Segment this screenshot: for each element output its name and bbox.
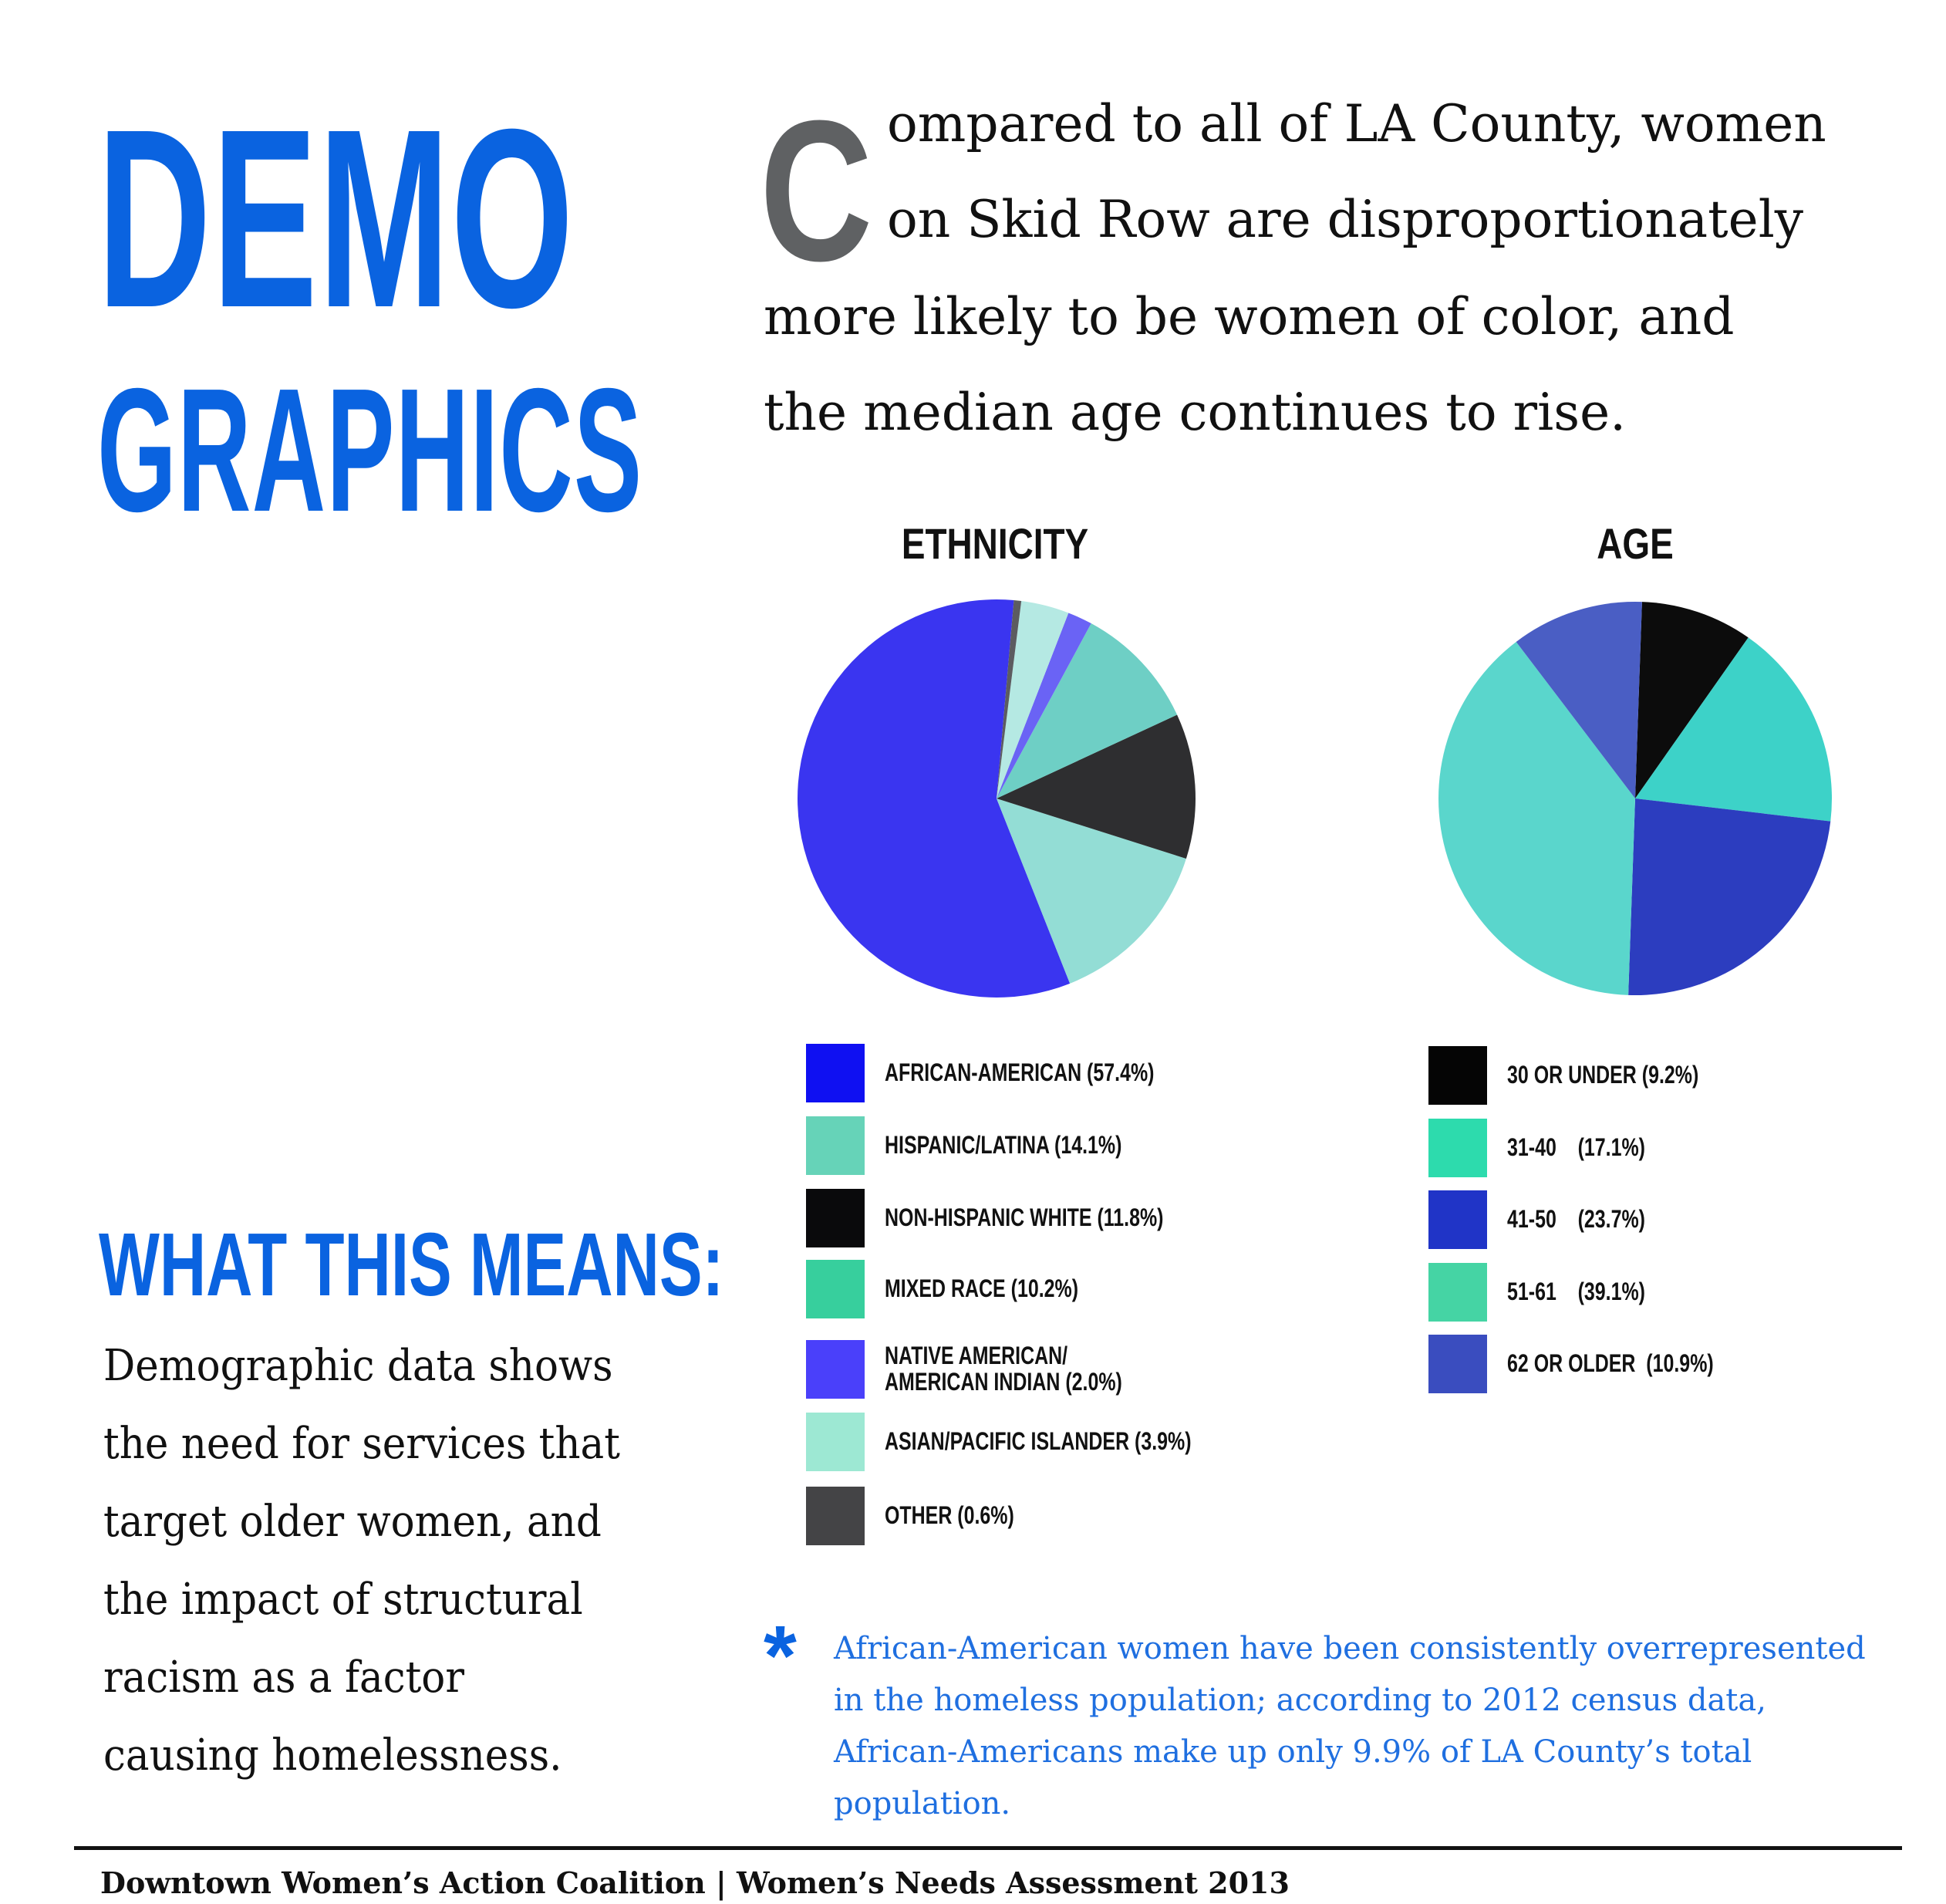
footer-credit: Downtown Women’s Action Coalition | Wome… [100,1865,1290,1900]
ethnicity-slice-non-hispanic-white [997,714,1196,859]
ethnicity-legend-swatch [806,1413,865,1471]
ethnicity-legend-swatch [806,1044,865,1102]
age-legend-label: 41-50 (23.7%) [1507,1205,1645,1234]
ethnicity-legend-swatch [806,1340,865,1399]
age-slice-31-40 [1635,637,1833,822]
footnote-text: African-American women have been consist… [834,1631,1866,1821]
ethnicity-legend-label: NON-HISPANIC WHITE (11.8%) [885,1204,1164,1232]
age-slice-30-or-under [1635,602,1749,798]
ethnicity-legend-label: ASIAN/PACIFIC ISLANDER (3.9%) [885,1427,1192,1456]
ethnicity-pie-chart [798,599,1196,998]
ethnicity-legend-item-hispanic-latina: HISPANIC/LATINA (14.1%) [806,1116,1189,1175]
age-legend-label: 31-40 (17.1%) [1507,1133,1645,1162]
ethnicity-legend-item-mixed-race: MIXED RACE (10.2%) [806,1260,1133,1318]
age-legend-item-31-40: 31-40 (17.1%) [1428,1119,1684,1177]
age-chart-title: AGE [1597,519,1674,568]
ethnicity-legend-item-non-hispanic-white: NON-HISPANIC WHITE (11.8%) [806,1189,1242,1247]
what-this-means-body: Demographic data shows the need for serv… [103,1341,620,1781]
ethnicity-legend-label: HISPANIC/LATINA (14.1%) [885,1131,1122,1160]
age-legend-swatch [1428,1119,1487,1177]
age-legend-swatch [1428,1046,1487,1105]
intro-line-4: the median age continues to rise. [764,383,1627,442]
age-legend-label: 30 OR UNDER (9.2%) [1507,1061,1699,1089]
intro-drop-cap: C [760,79,873,303]
ethnicity-legend-swatch [806,1260,865,1318]
ethnicity-legend-label: NATIVE AMERICAN/ AMERICAN INDIAN (2.0%) [885,1342,1122,1396]
ethnicity-slice-mixed-race [997,623,1178,798]
ethnicity-slice-native-american-american-indian [997,613,1091,798]
ethnicity-legend-item-native-american-american-indian: NATIVE AMERICAN/ AMERICAN INDIAN (2.0%) [806,1340,1189,1399]
footer-divider [74,1846,1902,1850]
ethnicity-legend-item-asian-pacific-islander: ASIAN/PACIFIC ISLANDER (3.9%) [806,1413,1278,1471]
ethnicity-slice-other [997,599,1022,798]
age-legend-item-51-61: 51-61 (39.1%) [1428,1263,1684,1322]
age-legend-label: 62 OR OLDER (10.9%) [1507,1349,1714,1378]
age-pie-chart [1438,602,1833,995]
ethnicity-legend-item-african-american: AFRICAN-AMERICAN (57.4%) [806,1044,1230,1102]
page-title-line-2: GRAPHICS [97,353,643,549]
intro-line-1: ompared to all of LA County, women [887,94,1826,154]
ethnicity-slice-asian-pacific-islander [997,601,1069,798]
page-title-line-1: DEMO [97,76,575,360]
age-legend-item-41-50: 41-50 (23.7%) [1428,1190,1684,1249]
ethnicity-slice-hispanic-latina [997,798,1186,984]
ethnicity-chart-title: ETHNICITY [901,519,1089,568]
age-slice-62-or-older [1516,602,1642,798]
age-legend-label: 51-61 (39.1%) [1507,1278,1645,1306]
what-this-means-heading: WHAT THIS MEANS: [99,1214,724,1315]
intro-line-2: on Skid Row are disproportionately [887,190,1804,249]
age-legend-swatch [1428,1335,1487,1393]
intro-line-3: more likely to be women of color, and [764,287,1735,346]
age-slice-51-61 [1438,641,1635,995]
ethnicity-legend-item-other: OTHER (0.6%) [806,1487,1051,1545]
age-slice-41-50 [1628,798,1831,995]
ethnicity-legend-label: AFRICAN-AMERICAN (57.4%) [885,1058,1155,1087]
ethnicity-legend-swatch [806,1116,865,1175]
age-legend-item-30-or-under: 30 OR UNDER (9.2%) [1428,1046,1752,1105]
ethnicity-legend-swatch [806,1189,865,1247]
ethnicity-slice-african-american [798,599,1071,998]
footnote-asterisk-icon: * [764,1609,797,1703]
ethnicity-legend-label: MIXED RACE (10.2%) [885,1274,1079,1303]
age-legend-item-62-or-older: 62 OR OLDER (10.9%) [1428,1335,1772,1393]
ethnicity-legend-swatch [806,1487,865,1545]
age-legend-swatch [1428,1190,1487,1249]
ethnicity-legend-label: OTHER (0.6%) [885,1501,1014,1530]
age-legend-swatch [1428,1263,1487,1322]
